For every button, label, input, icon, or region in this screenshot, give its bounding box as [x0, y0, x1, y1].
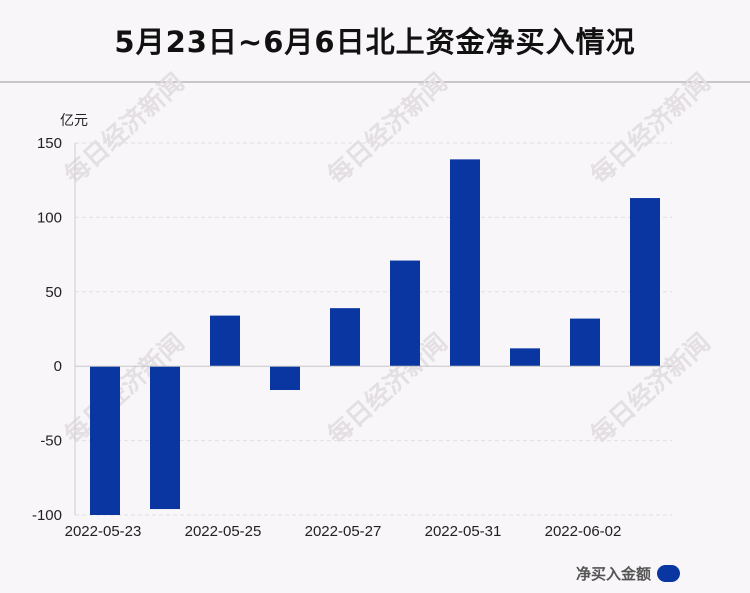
- y-tick-label: -100: [32, 507, 62, 524]
- bar-2022-05-31: [450, 159, 480, 367]
- bar-2022-05-23: [90, 366, 120, 515]
- y-axis-label: 亿元: [60, 113, 88, 129]
- bar-2022-05-30: [390, 260, 420, 367]
- x-tick-label: 2022-05-23: [65, 523, 142, 540]
- y-tick-label: 150: [37, 135, 62, 152]
- chart-title: 5月23日~6月6日北上资金净买入情况: [114, 25, 636, 59]
- bar-2022-06-01: [510, 348, 540, 367]
- bar-2022-06-06: [630, 198, 660, 367]
- x-tick-label: 2022-05-27: [305, 523, 382, 540]
- x-tick-label: 2022-06-02: [545, 523, 622, 540]
- x-tick-label: 2022-05-31: [425, 523, 502, 540]
- legend-swatch: [657, 565, 681, 582]
- bar-2022-05-24: [150, 366, 180, 510]
- bar-2022-05-25: [210, 315, 240, 367]
- y-axis: 亿元 150 100 50 0 -50 -100: [32, 113, 88, 524]
- title-divider: [0, 81, 750, 83]
- y-tick-label: 100: [37, 209, 62, 226]
- bars: [75, 159, 672, 515]
- legend-label: 净买入金额: [576, 565, 652, 583]
- bar-2022-05-27: [330, 308, 360, 367]
- bar-2022-06-02: [570, 318, 600, 367]
- x-axis: 2022-05-23 2022-05-25 2022-05-27 2022-05-31…: [65, 523, 622, 540]
- y-tick-label: 50: [45, 284, 62, 301]
- x-tick-label: 2022-05-25: [185, 523, 262, 540]
- watermark-text: 每日经济新闻: [585, 68, 716, 190]
- legend: 净买入金额: [576, 563, 681, 584]
- y-tick-label: -50: [40, 433, 62, 450]
- y-tick-label: 0: [54, 358, 62, 375]
- watermark-text: 每日经济新闻: [322, 68, 453, 190]
- bar-2022-05-26: [270, 366, 300, 391]
